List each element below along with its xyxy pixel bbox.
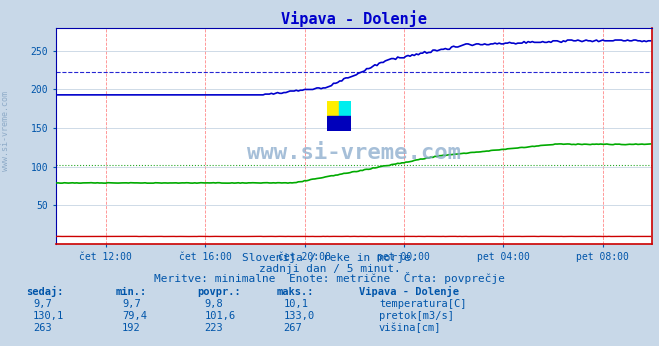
Text: temperatura[C]: temperatura[C] bbox=[379, 299, 467, 309]
Title: Vipava - Dolenje: Vipava - Dolenje bbox=[281, 10, 427, 27]
Text: višina[cm]: višina[cm] bbox=[379, 322, 442, 333]
Text: 263: 263 bbox=[33, 323, 51, 333]
Text: www.si-vreme.com: www.si-vreme.com bbox=[1, 91, 10, 172]
Text: 267: 267 bbox=[283, 323, 302, 333]
Text: maks.:: maks.: bbox=[277, 287, 314, 297]
Text: 192: 192 bbox=[122, 323, 140, 333]
Bar bbox=[328, 101, 339, 116]
Text: pretok[m3/s]: pretok[m3/s] bbox=[379, 311, 454, 321]
Text: 9,8: 9,8 bbox=[204, 299, 223, 309]
Text: 9,7: 9,7 bbox=[33, 299, 51, 309]
Text: sedaj:: sedaj: bbox=[26, 286, 64, 297]
Text: Vipava - Dolenje: Vipava - Dolenje bbox=[359, 286, 459, 297]
Text: 9,7: 9,7 bbox=[122, 299, 140, 309]
Text: min.:: min.: bbox=[115, 287, 146, 297]
Text: 10,1: 10,1 bbox=[283, 299, 308, 309]
Text: 133,0: 133,0 bbox=[283, 311, 314, 321]
Text: povpr.:: povpr.: bbox=[198, 287, 241, 297]
Text: 79,4: 79,4 bbox=[122, 311, 147, 321]
Text: 223: 223 bbox=[204, 323, 223, 333]
Bar bbox=[339, 101, 351, 116]
Text: Meritve: minimalne  Enote: metrične  Črta: povprečje: Meritve: minimalne Enote: metrične Črta:… bbox=[154, 272, 505, 284]
Text: zadnji dan / 5 minut.: zadnji dan / 5 minut. bbox=[258, 264, 401, 274]
Text: 130,1: 130,1 bbox=[33, 311, 64, 321]
Text: 101,6: 101,6 bbox=[204, 311, 235, 321]
Bar bbox=[328, 116, 351, 131]
Text: www.si-vreme.com: www.si-vreme.com bbox=[247, 143, 461, 163]
Text: Slovenija / reke in morje.: Slovenija / reke in morje. bbox=[242, 253, 417, 263]
